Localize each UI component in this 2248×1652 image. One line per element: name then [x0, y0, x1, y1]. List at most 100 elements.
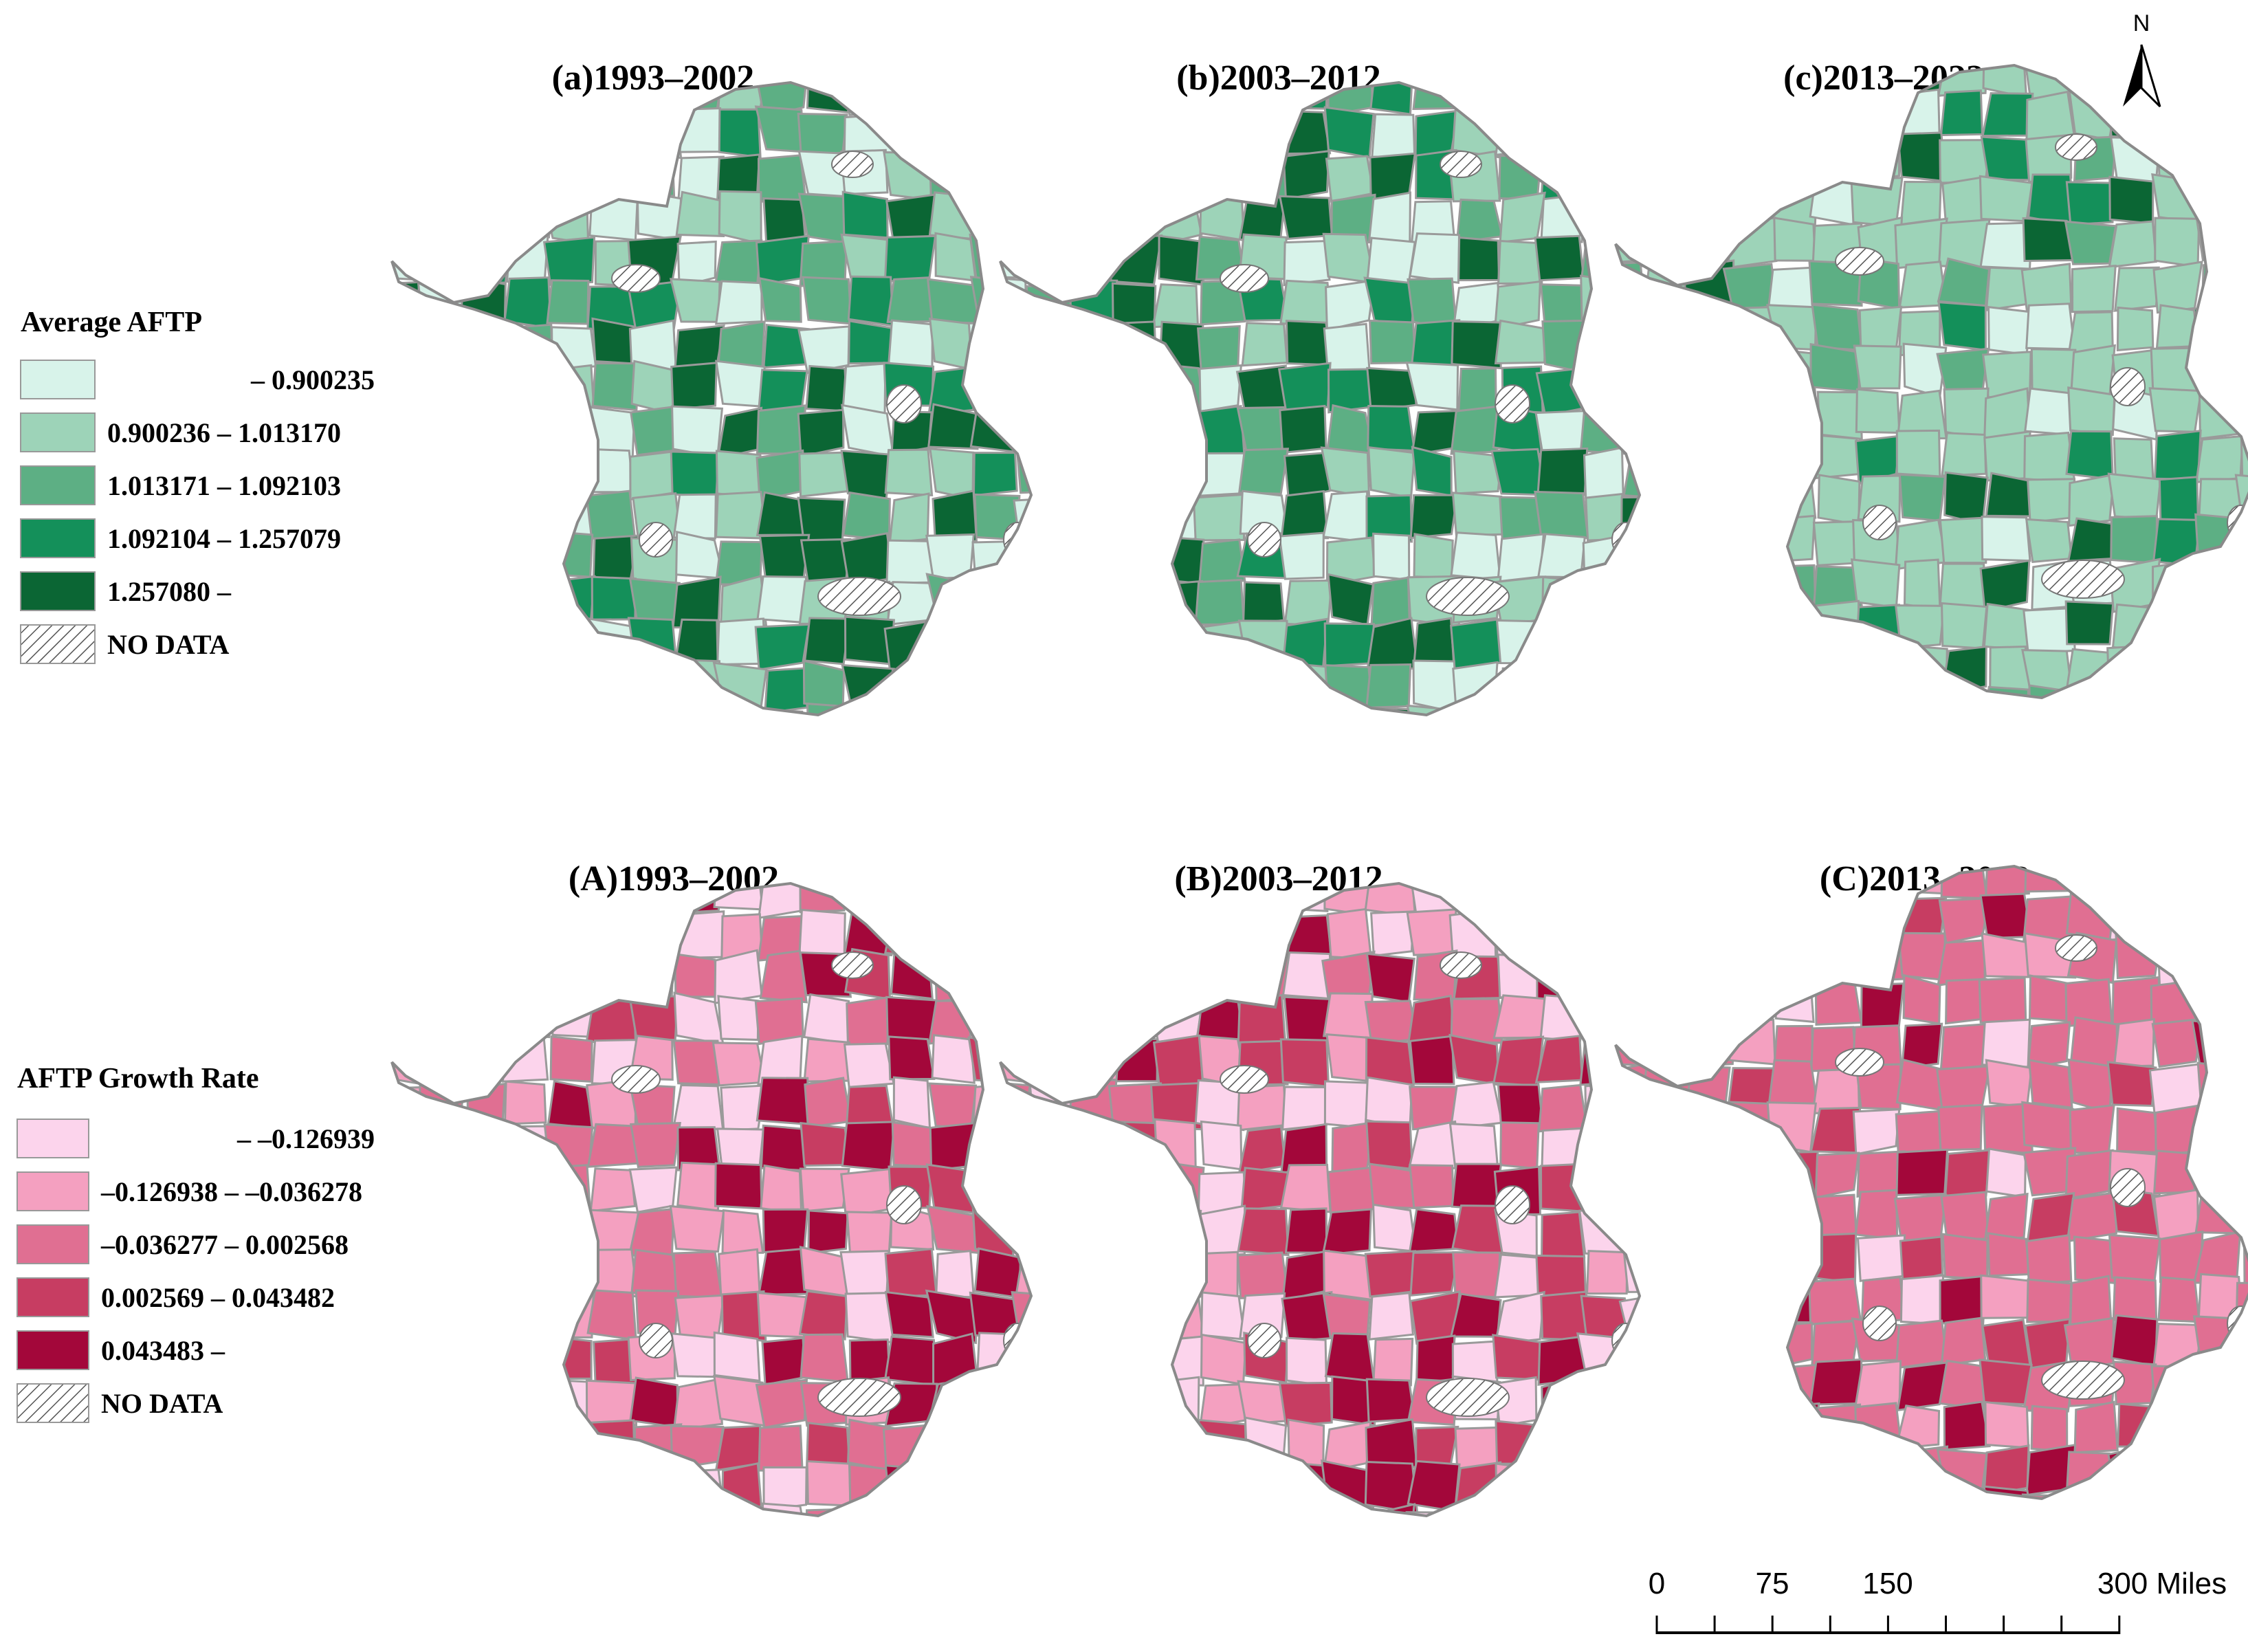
county-region [589, 1167, 637, 1213]
county-region [1151, 1376, 1200, 1427]
county-region [971, 1376, 1019, 1430]
county-region [848, 320, 895, 365]
county-region [1767, 1321, 1814, 1370]
county-region [1012, 155, 1031, 200]
county-region [500, 1209, 547, 1254]
county-region [1639, 428, 1691, 477]
county-region [926, 82, 981, 113]
county-region [544, 1422, 597, 1468]
county-region [1152, 446, 1199, 498]
county-region [1152, 1034, 1204, 1087]
county-region [841, 190, 889, 239]
county-region [802, 659, 846, 709]
county-region [1937, 300, 1987, 351]
county-region [392, 1505, 426, 1516]
county-region [500, 1253, 553, 1301]
county-region [1000, 883, 1035, 918]
county-region [2239, 1492, 2248, 1499]
no-data-region [1495, 384, 1530, 423]
county-region [503, 195, 553, 244]
county-region [632, 105, 683, 159]
county-region [669, 1204, 725, 1253]
county-region [885, 1501, 938, 1516]
county-region [1322, 711, 1369, 715]
county-region [1365, 494, 1413, 543]
county-region [1024, 407, 1077, 456]
county-region [756, 404, 807, 455]
county-region [1116, 1166, 1162, 1215]
county-region [2192, 1315, 2245, 1365]
county-region [969, 402, 1024, 454]
county-region [1323, 622, 1376, 668]
county-region [1017, 883, 1031, 910]
county-region [1940, 1191, 1990, 1240]
county-region [1069, 360, 1118, 408]
county-region [1680, 896, 1730, 942]
county-region [392, 531, 424, 584]
county-region [1616, 1400, 1644, 1447]
county-region [1026, 618, 1078, 672]
county-region [754, 105, 806, 153]
county-region [2113, 1017, 2155, 1068]
county-region [1240, 663, 1289, 715]
legend-average: Average AFTP – 0.900235 0.900236 – 1.0131… [20, 307, 375, 664]
county-region [1620, 362, 1640, 412]
county-region [1024, 1163, 1072, 1209]
legend-label: 0.002569 – 0.043482 [101, 1282, 335, 1313]
county-region [1686, 938, 1735, 984]
county-region [882, 1423, 936, 1473]
county-region [713, 1331, 761, 1383]
county-region [1112, 1420, 1162, 1468]
county-region [498, 660, 550, 711]
scale-label-0: 0 [1649, 1567, 1665, 1600]
county-region [1616, 219, 1646, 265]
county-region [1068, 1420, 1114, 1468]
county-region [1287, 1418, 1325, 1470]
county-region [1323, 1508, 1371, 1516]
county-region [1195, 149, 1244, 195]
county-region [2151, 1017, 2205, 1068]
county-region [1495, 1420, 1544, 1465]
county-region [754, 82, 809, 118]
county-region [1854, 1189, 1899, 1241]
county-region [1642, 471, 1687, 522]
north-arrow-icon: N [2123, 10, 2161, 108]
county-region [1067, 1253, 1119, 1302]
county-region [1731, 1406, 1777, 1454]
county-region [1200, 1333, 1247, 1386]
county-region [1774, 434, 1817, 480]
county-region [498, 621, 552, 672]
county-region [1620, 582, 1640, 628]
county-region [1030, 491, 1077, 540]
county-region [417, 1033, 461, 1080]
county-region [884, 1247, 938, 1298]
legend-growth-title: AFTP Growth Rate [17, 1063, 259, 1094]
county-region [1327, 573, 1375, 627]
county-region [2149, 1449, 2203, 1495]
county-region [415, 490, 465, 539]
county-region [1637, 1190, 1688, 1237]
county-region [1066, 662, 1113, 712]
county-region [1018, 318, 1031, 366]
county-region [1983, 1192, 2029, 1244]
county-region [718, 190, 762, 245]
no-data-region [1835, 247, 1884, 276]
county-region [500, 1125, 550, 1171]
county-region [762, 197, 807, 243]
county-region [1895, 1148, 1949, 1196]
county-region [461, 956, 507, 1002]
county-region [1368, 1292, 1415, 1341]
county-region [1066, 620, 1121, 672]
county-region [1899, 1235, 1944, 1285]
county-region [1627, 326, 1640, 371]
county-region [1943, 387, 1990, 441]
county-region [1812, 1403, 1862, 1453]
county-region [1536, 447, 1589, 496]
county-region [2157, 131, 2205, 184]
county-region [2116, 1107, 2159, 1154]
county-region [1281, 662, 1329, 710]
county-region [1814, 93, 1864, 139]
county-region [392, 1468, 427, 1514]
county-region [1852, 1108, 1901, 1156]
county-region [1022, 659, 1077, 715]
